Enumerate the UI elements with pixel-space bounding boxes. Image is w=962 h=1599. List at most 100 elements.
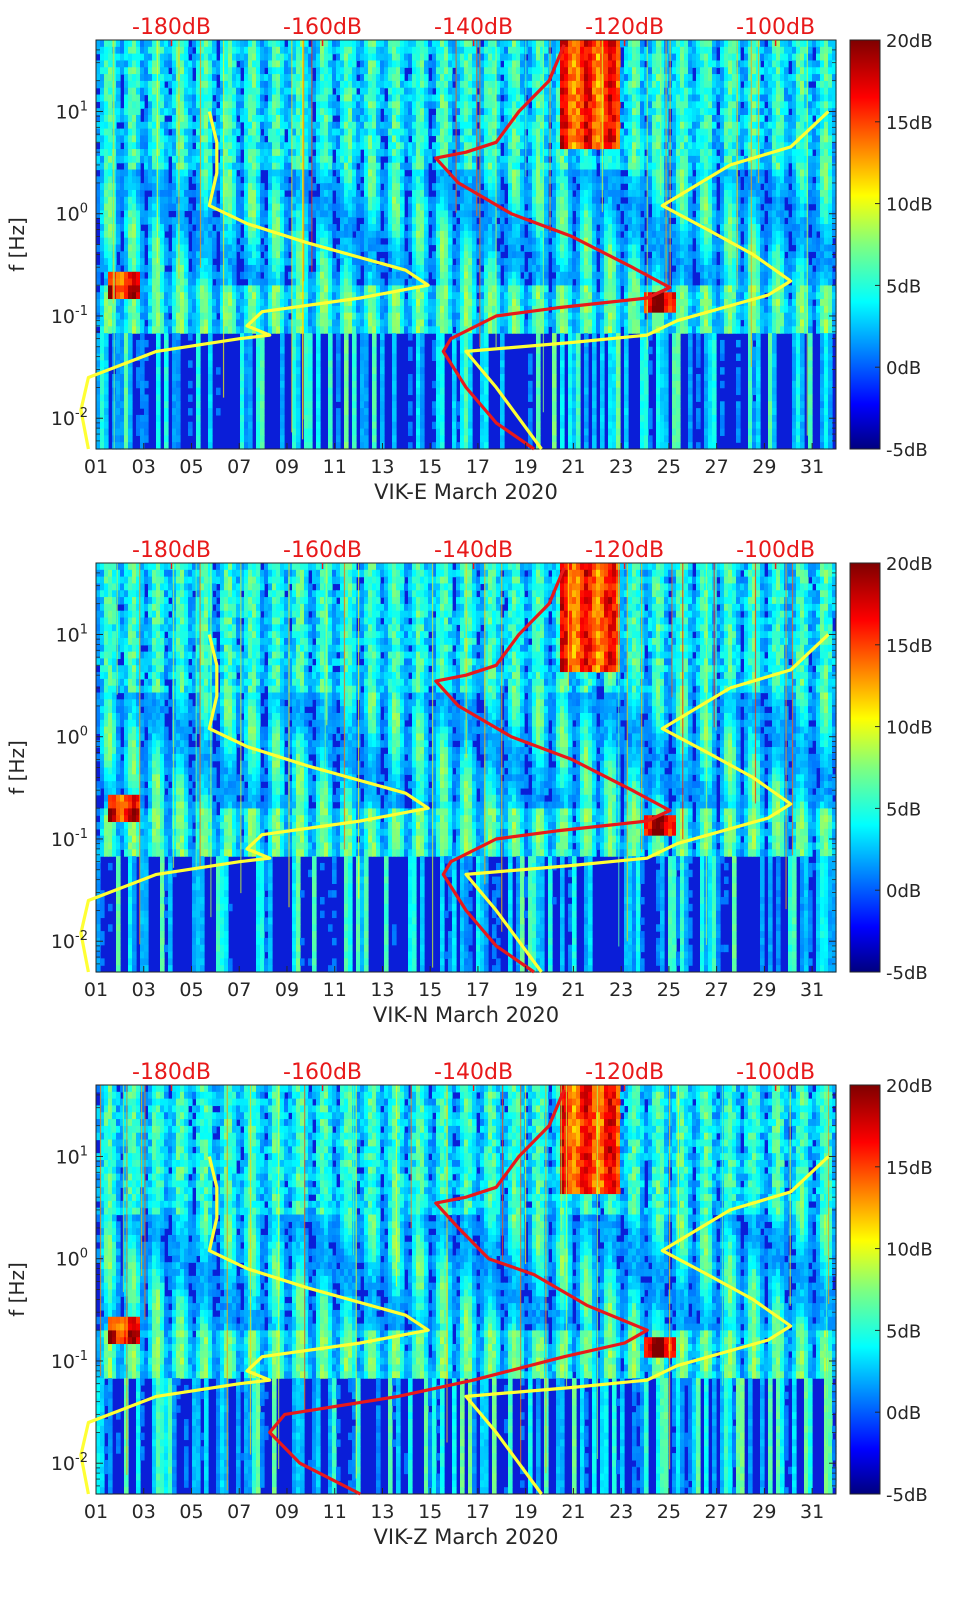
y-axis-label: f [Hz] [5, 217, 29, 272]
colorbar: -5dB 0dB 5dB 10dB 15dB 20dB [850, 1076, 933, 1506]
colorbar-tick-label: 0dB [886, 881, 921, 902]
panel-vik-z: 01 03 05 07 09 11 13 15 17 19 21 23 25 27 29 3110-210-1… [5, 1060, 933, 1549]
x-tick-label: 11 [323, 979, 347, 1001]
top-axis-label: -160dB [283, 15, 362, 40]
x-tick-label: 17 [466, 979, 490, 1001]
colorbar: -5dB 0dB 5dB 10dB 15dB 20dB [850, 554, 933, 984]
top-axis-label: -100dB [736, 538, 815, 563]
x-tick-label: 25 [657, 979, 681, 1001]
y-tick-label: 100 [56, 202, 88, 226]
x-tick-label: 03 [132, 456, 156, 478]
colorbar-tick-label: 10dB [886, 195, 933, 216]
x-tick-label: 19 [514, 1501, 538, 1523]
x-tick-label: 05 [179, 979, 203, 1001]
x-tick-label: 31 [800, 456, 824, 478]
top-axis-label: -100dB [736, 1060, 815, 1085]
colorbar-tick-label: -5dB [886, 963, 928, 984]
top-axis-label: -160dB [283, 1060, 362, 1085]
colorbar: -5dB 0dB 5dB 10dB 15dB 20dB [850, 31, 933, 461]
x-tick-label: 07 [227, 979, 251, 1001]
x-axis-label: VIK-Z March 2020 [374, 1525, 559, 1549]
y-tick-label: 10-1 [51, 304, 88, 328]
x-tick-label: 09 [275, 979, 299, 1001]
x-axis-label: VIK-E March 2020 [374, 480, 558, 504]
top-axis-label: -120dB [585, 538, 664, 563]
colorbar-tick-label: 5dB [886, 276, 921, 297]
x-tick-label: 19 [514, 456, 538, 478]
x-tick-label: 01 [84, 1501, 108, 1523]
top-axis-label: -180dB [132, 15, 211, 40]
x-tick-label: 27 [705, 1501, 729, 1523]
x-tick-label: 09 [275, 1501, 299, 1523]
x-tick-label: 17 [466, 456, 490, 478]
top-axis-label: -100dB [736, 15, 815, 40]
top-axis-label: -120dB [585, 15, 664, 40]
colorbar-tick-label: 5dB [886, 1321, 921, 1342]
x-tick-label: 25 [657, 456, 681, 478]
colorbar-tick-label: 20dB [886, 31, 933, 52]
x-tick-label: 31 [800, 979, 824, 1001]
x-tick-label: 17 [466, 1501, 490, 1523]
x-tick-label: 29 [752, 979, 776, 1001]
y-tick-label: 10-2 [51, 406, 88, 430]
x-tick-label: 09 [275, 456, 299, 478]
top-axis-label: -120dB [585, 1060, 664, 1085]
x-tick-label: 23 [609, 1501, 633, 1523]
top-axis-label: -180dB [132, 1060, 211, 1085]
colorbar-tick-label: 15dB [886, 113, 933, 134]
y-tick-label: 100 [56, 725, 88, 749]
colorbar-tick-label: 15dB [886, 1158, 933, 1179]
panel-vik-e: 01 03 05 07 09 11 13 15 17 19 21 23 25 27 29 3110-210-1… [5, 15, 933, 504]
x-tick-label: 31 [800, 1501, 824, 1523]
y-tick-label: 101 [56, 99, 88, 123]
y-tick-label: 10-2 [51, 929, 88, 953]
colorbar-tick-label: 20dB [886, 1076, 933, 1097]
y-axis-label: f [Hz] [5, 1262, 29, 1317]
x-tick-label: 15 [418, 456, 442, 478]
x-tick-label: 05 [179, 456, 203, 478]
y-tick-label: 101 [56, 1144, 88, 1168]
colorbar-tick-label: 15dB [886, 636, 933, 657]
colorbar-tick-label: 5dB [886, 799, 921, 820]
colorbar-tick-label: 0dB [886, 1403, 921, 1424]
x-tick-label: 07 [227, 1501, 251, 1523]
x-tick-label: 29 [752, 456, 776, 478]
x-tick-label: 27 [705, 979, 729, 1001]
spectrogram [96, 1085, 837, 1495]
y-tick-label: 10-1 [51, 827, 88, 851]
top-axis-label: -140dB [434, 15, 513, 40]
top-axis-label: -140dB [434, 1060, 513, 1085]
colorbar-tick-label: 20dB [886, 554, 933, 575]
colorbar-tick-label: -5dB [886, 440, 928, 461]
x-tick-label: 13 [370, 456, 394, 478]
x-tick-label: 19 [514, 979, 538, 1001]
colorbar-tick-label: 10dB [886, 1240, 933, 1261]
x-tick-label: 27 [705, 456, 729, 478]
x-tick-label: 03 [132, 979, 156, 1001]
y-axis-label: f [Hz] [5, 740, 29, 795]
top-axis-label: -140dB [434, 538, 513, 563]
colorbar-tick-label: 0dB [886, 358, 921, 379]
x-tick-label: 11 [323, 1501, 347, 1523]
top-axis-label: -160dB [283, 538, 362, 563]
x-tick-label: 01 [84, 456, 108, 478]
colorbar-tick-label: 10dB [886, 718, 933, 739]
x-tick-label: 05 [179, 1501, 203, 1523]
x-tick-label: 21 [561, 456, 585, 478]
x-tick-label: 13 [370, 1501, 394, 1523]
colorbar-tick-label: -5dB [886, 1485, 928, 1506]
panel-vik-n: 01 03 05 07 09 11 13 15 17 19 21 23 25 27 29 3110-210-1… [5, 538, 933, 1027]
y-tick-label: 10-1 [51, 1349, 88, 1373]
x-tick-label: 29 [752, 1501, 776, 1523]
x-tick-label: 21 [561, 1501, 585, 1523]
x-tick-label: 15 [418, 1501, 442, 1523]
x-tick-label: 25 [657, 1501, 681, 1523]
x-tick-label: 23 [609, 979, 633, 1001]
x-tick-label: 11 [323, 456, 347, 478]
y-tick-label: 10-2 [51, 1451, 88, 1475]
x-tick-label: 15 [418, 979, 442, 1001]
y-tick-label: 101 [56, 622, 88, 646]
x-tick-label: 07 [227, 456, 251, 478]
x-tick-label: 13 [370, 979, 394, 1001]
